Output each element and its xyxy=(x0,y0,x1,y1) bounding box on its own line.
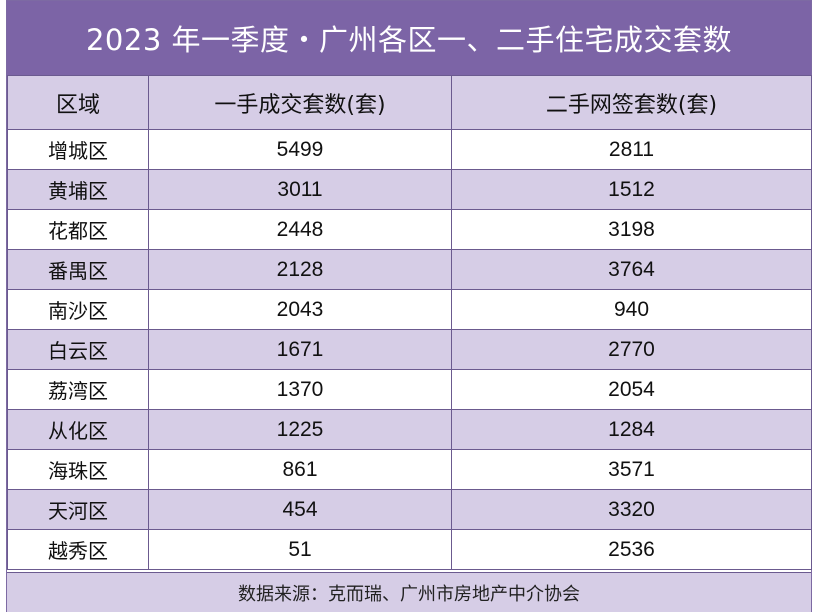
resale-contracts-cell: 2054 xyxy=(451,369,812,410)
resale-contracts-cell: 3198 xyxy=(451,209,812,250)
district-cell: 南沙区 xyxy=(7,289,149,330)
district-cell: 黄埔区 xyxy=(7,169,149,210)
resale-contracts-cell: 2536 xyxy=(451,529,812,570)
district-cell: 番禺区 xyxy=(7,249,149,290)
table-row: 白云区 1671 2770 xyxy=(7,329,812,370)
district-cell: 天河区 xyxy=(7,489,149,530)
resale-contracts-cell: 1512 xyxy=(451,169,812,210)
new-home-sales-cell: 1370 xyxy=(148,369,452,410)
table-row: 番禺区 2128 3764 xyxy=(7,249,812,290)
new-home-sales-cell: 3011 xyxy=(148,169,452,210)
district-cell: 荔湾区 xyxy=(7,369,149,410)
table-row: 从化区 1225 1284 xyxy=(7,409,812,450)
new-home-sales-cell: 5499 xyxy=(148,129,452,170)
table-row: 天河区 454 3320 xyxy=(7,489,812,530)
new-home-sales-cell: 454 xyxy=(148,489,452,530)
table-row: 花都区 2448 3198 xyxy=(7,209,812,250)
new-home-sales-cell: 2448 xyxy=(148,209,452,250)
table-row: 南沙区 2043 940 xyxy=(7,289,812,330)
column-header-district: 区域 xyxy=(7,75,149,130)
resale-contracts-cell: 3571 xyxy=(451,449,812,490)
header-row: 区域 一手成交套数(套) 二手网签套数(套) xyxy=(7,75,812,130)
new-home-sales-cell: 51 xyxy=(148,529,452,570)
table-row: 黄埔区 3011 1512 xyxy=(7,169,812,210)
table-body: 增城区 5499 2811 黄埔区 3011 1512 花都区 2448 3198 番禺区 2128… xyxy=(7,129,812,570)
district-cell: 增城区 xyxy=(7,129,149,170)
table-row: 荔湾区 1370 2054 xyxy=(7,369,812,410)
district-cell: 白云区 xyxy=(7,329,149,370)
table-frame: 2023 年一季度・广州各区一、二手住宅成交套数 区域 一手成交套数(套) 二手… xyxy=(6,0,812,612)
new-home-sales-cell: 861 xyxy=(148,449,452,490)
column-header-new-home-sales: 一手成交套数(套) xyxy=(148,75,452,130)
table-row: 增城区 5499 2811 xyxy=(7,129,812,170)
resale-contracts-cell: 3320 xyxy=(451,489,812,530)
resale-contracts-cell: 1284 xyxy=(451,409,812,450)
table-row: 海珠区 861 3571 xyxy=(7,449,812,490)
district-cell: 花都区 xyxy=(7,209,149,250)
district-cell: 越秀区 xyxy=(7,529,149,570)
new-home-sales-cell: 1225 xyxy=(148,409,452,450)
district-cell: 从化区 xyxy=(7,409,149,450)
new-home-sales-cell: 2128 xyxy=(148,249,452,290)
resale-contracts-cell: 3764 xyxy=(451,249,812,290)
new-home-sales-cell: 1671 xyxy=(148,329,452,370)
resale-contracts-cell: 2770 xyxy=(451,329,812,370)
source-note: 数据来源：克而瑞、广州市房地产中介协会 xyxy=(7,572,811,612)
column-header-resale-contracts: 二手网签套数(套) xyxy=(451,75,812,130)
resale-contracts-cell: 2811 xyxy=(451,129,812,170)
table-title: 2023 年一季度・广州各区一、二手住宅成交套数 xyxy=(7,1,811,75)
district-cell: 海珠区 xyxy=(7,449,149,490)
data-table: 区域 一手成交套数(套) 二手网签套数(套) 增城区 5499 2811 黄埔区 301… xyxy=(7,75,812,570)
table-row: 越秀区 51 2536 xyxy=(7,529,812,570)
resale-contracts-cell: 940 xyxy=(451,289,812,330)
new-home-sales-cell: 2043 xyxy=(148,289,452,330)
